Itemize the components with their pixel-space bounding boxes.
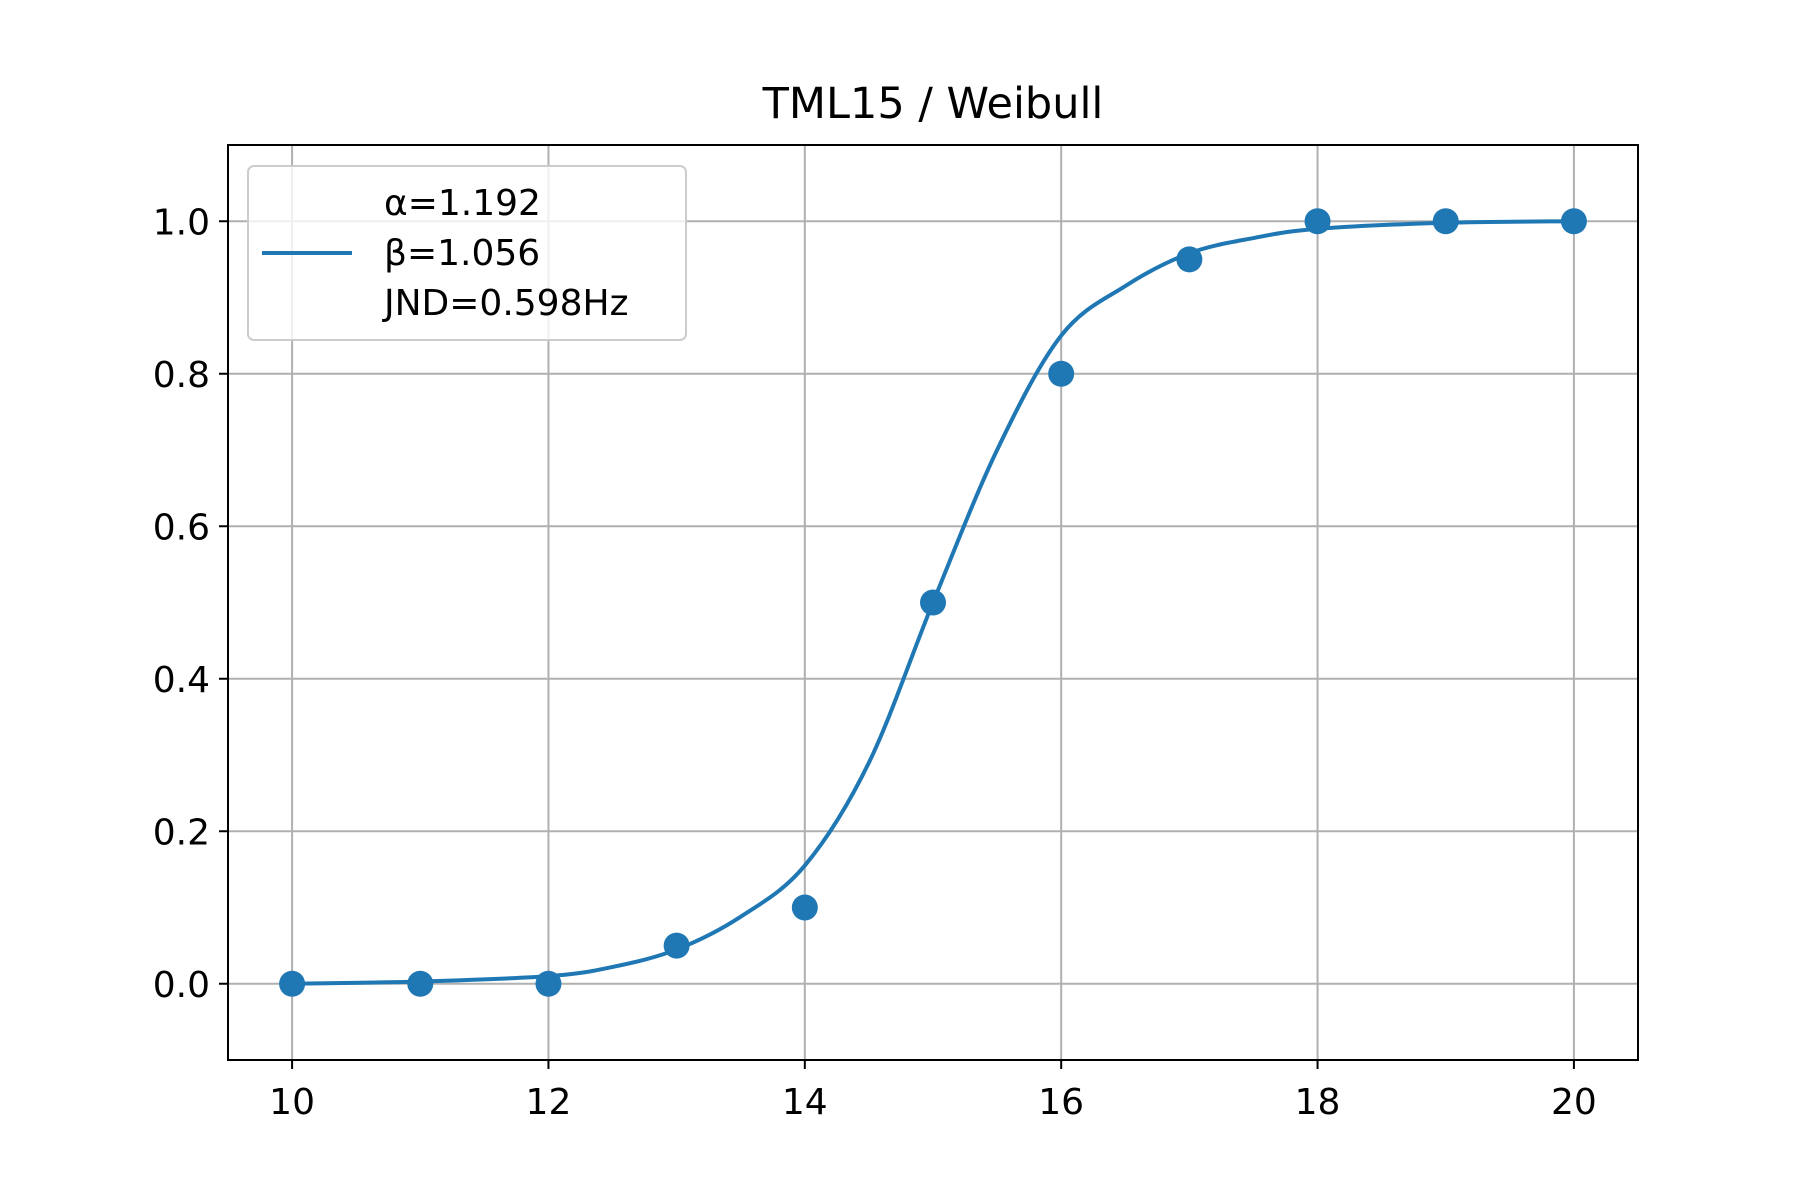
axes-frame <box>227 144 1639 1061</box>
data-point <box>1432 208 1459 235</box>
data-point <box>535 970 562 997</box>
data-point <box>920 589 946 616</box>
data-point <box>1304 208 1331 235</box>
legend-beta: β=1.056 <box>384 233 540 274</box>
grid-lines <box>228 145 1638 1060</box>
y-axis: 0.0 0.2 0.4 0.6 0.8 1.0 <box>153 202 228 1006</box>
y-tick-label: 0.8 <box>153 355 210 396</box>
x-tick-label: 20 <box>1551 1082 1597 1123</box>
data-point <box>279 970 306 997</box>
chart-title: TML15 / Weibull <box>762 79 1104 129</box>
x-tick-label: 12 <box>526 1082 572 1123</box>
y-tick-label: 0.6 <box>153 507 210 548</box>
x-tick-label: 10 <box>269 1082 315 1123</box>
data-point <box>1560 208 1587 235</box>
data-point <box>407 970 434 997</box>
x-tick-label: 16 <box>1038 1082 1084 1123</box>
plot-area <box>279 208 1587 997</box>
data-point <box>1048 360 1075 387</box>
legend-jnd: JND=0.598Hz <box>382 283 628 324</box>
legend: α=1.192 β=1.056 JND=0.598Hz <box>247 165 687 341</box>
y-tick-label: 0.0 <box>153 965 210 1006</box>
x-tick-label: 14 <box>782 1082 828 1123</box>
legend-box <box>247 165 687 341</box>
y-tick-label: 1.0 <box>153 202 210 243</box>
data-point <box>663 932 690 959</box>
legend-alpha: α=1.192 <box>384 183 541 224</box>
data-point <box>1176 246 1203 273</box>
y-tick-label: 0.4 <box>153 660 210 701</box>
x-axis: 10 12 14 16 18 20 <box>269 1060 1597 1123</box>
y-tick-label: 0.2 <box>153 812 210 853</box>
x-tick-label: 18 <box>1295 1082 1341 1123</box>
data-point <box>791 894 818 921</box>
